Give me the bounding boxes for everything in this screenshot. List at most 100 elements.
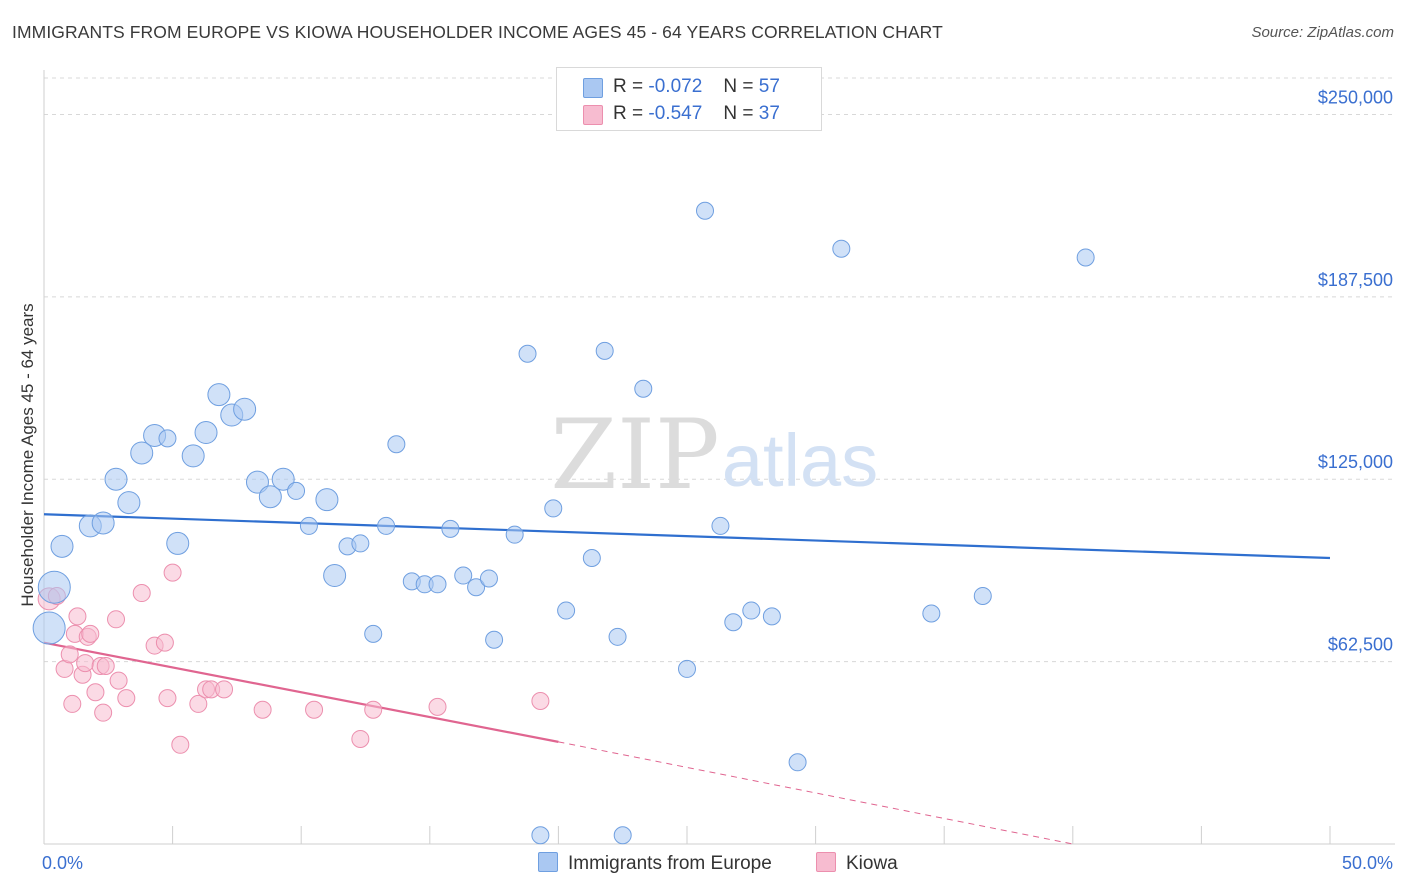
kiowa-point xyxy=(305,700,324,719)
watermark-zip: ZIP xyxy=(550,399,719,511)
grid-lines xyxy=(44,77,1395,663)
kiowa-point xyxy=(96,656,115,675)
bottom-legend-label-europe: Immigrants from Europe xyxy=(568,853,772,874)
europe-point xyxy=(104,467,128,491)
kiowa-point xyxy=(215,680,234,699)
europe-point xyxy=(233,397,257,421)
europe-point xyxy=(634,379,653,398)
europe-point xyxy=(505,525,524,544)
y-tick-label: $125,000 xyxy=(1318,452,1393,472)
europe-point xyxy=(518,344,537,363)
kiowa-point xyxy=(253,700,272,719)
kiowa-point xyxy=(107,610,126,629)
europe-point xyxy=(922,604,941,623)
kiowa-point xyxy=(189,694,208,713)
europe-point xyxy=(832,239,851,258)
y-tick-label: $187,500 xyxy=(1318,270,1393,290)
kiowa-point xyxy=(155,633,174,652)
europe-point xyxy=(181,444,205,468)
europe-point xyxy=(323,564,347,588)
bottom-legend-swatch-pink xyxy=(816,852,836,872)
legend-n-label: N = xyxy=(723,103,754,124)
europe-point xyxy=(531,826,550,845)
europe-point xyxy=(973,586,992,605)
trend-line-kiowa xyxy=(43,641,559,743)
europe-point xyxy=(608,627,627,646)
bottom-legend-europe: Immigrants from Europe xyxy=(538,852,772,875)
europe-point xyxy=(1076,248,1095,267)
x-tick-label-max: 50.0% xyxy=(1342,853,1393,873)
europe-point xyxy=(364,624,383,643)
bottom-legend-swatch-blue xyxy=(538,852,558,872)
europe-point xyxy=(299,516,318,535)
bottom-legend-label-kiowa: Kiowa xyxy=(846,853,898,874)
europe-point xyxy=(315,488,339,512)
legend-r-label: R = xyxy=(613,103,644,124)
source-label: Source: ZipAtlas.com xyxy=(1251,24,1394,41)
europe-point xyxy=(194,421,218,445)
kiowa-point xyxy=(86,683,105,702)
europe-point xyxy=(544,499,563,518)
kiowa-point xyxy=(94,703,113,722)
europe-point xyxy=(91,511,115,535)
kiowa-point xyxy=(76,654,95,673)
watermark: ZIP atlas xyxy=(550,399,878,511)
trend-lines xyxy=(43,513,1331,845)
y-tick-label: $250,000 xyxy=(1318,87,1393,107)
legend-r-value-europe: -0.072 xyxy=(648,76,703,97)
kiowa-point xyxy=(531,692,550,711)
europe-point xyxy=(454,566,473,585)
europe-point xyxy=(696,201,715,220)
legend-r-value-kiowa: -0.547 xyxy=(648,103,703,124)
kiowa-point xyxy=(428,697,447,716)
europe-point xyxy=(351,534,370,553)
kiowa-point xyxy=(60,645,79,664)
europe-point xyxy=(377,516,396,535)
europe-point xyxy=(166,531,190,555)
kiowa-point xyxy=(68,607,87,626)
legend-n-label: N = xyxy=(723,76,754,97)
europe-point xyxy=(613,826,632,845)
europe-point xyxy=(387,435,406,454)
europe-point xyxy=(467,578,486,597)
europe-point xyxy=(762,607,781,626)
y-axis-label: Householder Income Ages 45 - 64 years xyxy=(18,303,37,607)
kiowa-point xyxy=(81,624,100,643)
kiowa-point xyxy=(163,563,182,582)
legend-n-value-kiowa: 37 xyxy=(758,103,780,124)
legend-swatch-blue xyxy=(583,78,603,98)
europe-point xyxy=(485,630,504,649)
europe-point xyxy=(32,611,66,645)
europe-point xyxy=(595,341,614,360)
europe-point xyxy=(678,659,696,678)
europe-point xyxy=(582,549,601,568)
kiowa-point xyxy=(171,735,190,754)
europe-point xyxy=(117,491,141,515)
legend-n-value-europe: 57 xyxy=(758,76,780,97)
europe-point xyxy=(724,613,743,632)
europe-point xyxy=(742,601,761,620)
y-tick-label: $62,500 xyxy=(1328,635,1393,655)
europe-point xyxy=(207,383,231,407)
europe-point xyxy=(271,467,295,491)
correlation-legend: R = -0.072 N = 57 R = -0.547 N = 37 xyxy=(556,67,822,131)
europe-point xyxy=(130,441,154,465)
europe-point xyxy=(50,534,74,558)
europe-point xyxy=(258,485,282,509)
europe-point xyxy=(428,575,447,594)
bottom-legend-kiowa: Kiowa xyxy=(816,852,898,875)
chart-title: IMMIGRANTS FROM EUROPE VS KIOWA HOUSEHOL… xyxy=(12,22,943,42)
x-tick-label-min: 0.0% xyxy=(42,853,83,873)
kiowa-point xyxy=(364,700,383,719)
europe-point xyxy=(37,570,71,604)
europe-points xyxy=(32,201,1095,845)
watermark-atlas: atlas xyxy=(722,419,878,502)
kiowa-point xyxy=(351,729,370,748)
europe-point xyxy=(788,753,807,772)
europe-point xyxy=(245,470,269,494)
kiowa-point xyxy=(117,689,136,708)
europe-point xyxy=(287,481,306,500)
kiowa-point xyxy=(132,584,151,603)
europe-point xyxy=(557,601,576,620)
